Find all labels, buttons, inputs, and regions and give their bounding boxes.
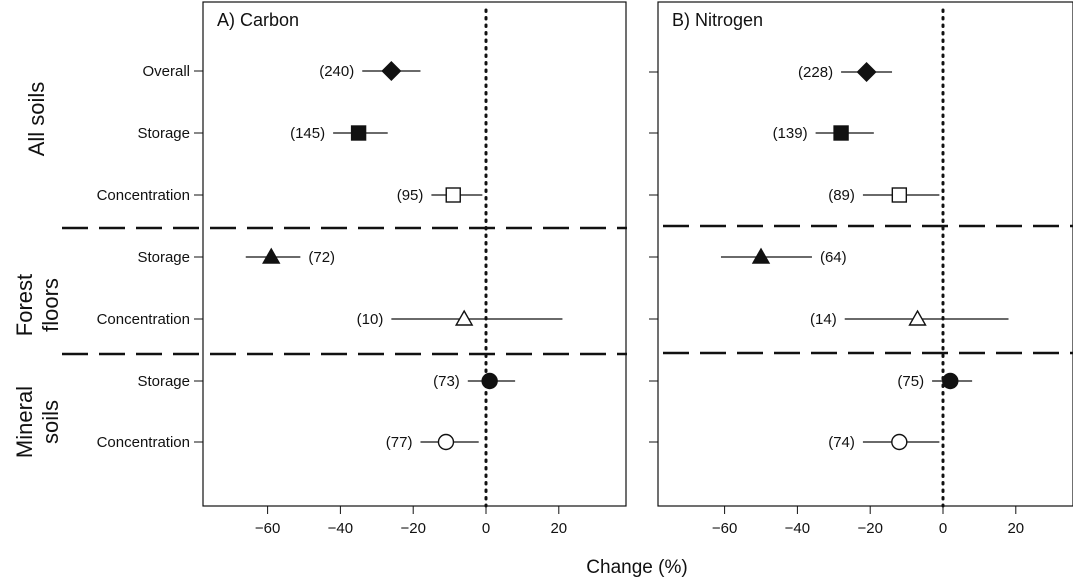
row-label: Overall [142,63,190,80]
square-marker [891,187,908,203]
diamond-marker [856,62,877,82]
sample-size-label: (228) [798,64,833,81]
x-tick-label: −40 [785,520,810,537]
group-label-forest: Forest [12,274,37,336]
x-tick-label: −20 [857,520,882,537]
circle-marker [942,372,959,390]
row-label: Concentration [97,311,190,328]
panel-title: A) Carbon [217,10,299,30]
sample-size-label: (139) [773,125,808,142]
sample-size-label: (77) [386,434,413,451]
sample-size-label: (72) [308,249,335,266]
x-axis-title: Change (%) [586,557,687,578]
panel-nitrogen: B) Nitrogen −60 −40 −20 0 20 (228) (139) (89) (64… [649,1,1073,537]
panel-frame [202,1,627,507]
row-label: Storage [137,249,190,266]
panel-frame [657,1,1073,507]
square-marker [350,125,367,141]
sample-size-label: (95) [397,187,424,204]
square-marker [445,187,461,203]
sample-size-label: (240) [319,63,354,80]
row-label: Concentration [97,434,190,451]
triangle-marker [751,247,771,264]
x-tick-label: −60 [255,520,280,537]
sample-size-label: (145) [290,125,325,142]
triangle-marker [262,247,281,264]
panel-title: B) Nitrogen [672,10,763,30]
sample-size-label: (75) [897,373,924,390]
sample-size-label: (74) [828,434,855,451]
row-label: Concentration [97,187,190,204]
x-tick-label: −40 [328,520,353,537]
square-marker [833,125,849,141]
circle-marker [481,372,498,390]
circle-marker [891,433,908,451]
sample-size-label: (64) [820,249,847,266]
panel-carbon: A) Carbon Overall Storage Concentration Stor… [62,1,627,537]
sample-size-label: (89) [828,187,855,204]
group-label-mineral: soils [38,400,63,444]
group-label-all: All soils [24,82,49,157]
x-tick-label: 20 [1007,520,1024,537]
diamond-marker [381,61,402,81]
x-tick-label: −20 [400,520,425,537]
group-label-forest: floors [38,278,63,332]
x-tick-label: −60 [712,520,737,537]
group-label-mineral: Mineral [12,386,37,458]
circle-marker [437,433,455,451]
x-tick-label: 20 [550,520,567,537]
sample-size-label: (10) [357,311,384,328]
sample-size-label: (14) [810,311,837,328]
triangle-marker [454,309,474,326]
row-label: Storage [137,373,190,390]
triangle-marker [908,309,927,326]
sample-size-label: (73) [433,373,460,390]
x-tick-label: 0 [482,520,490,537]
x-tick-label: 0 [939,520,947,537]
row-label: Storage [137,125,190,142]
